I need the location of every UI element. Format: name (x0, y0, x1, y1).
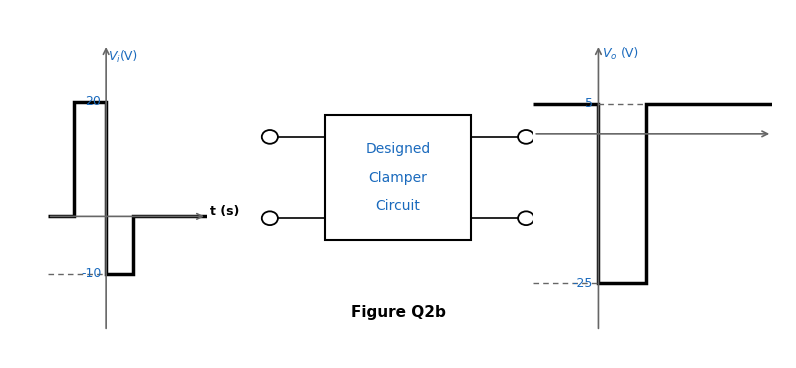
Text: 20: 20 (85, 95, 101, 108)
Bar (325, 115, 471, 240)
Text: Designed: Designed (365, 142, 431, 156)
Text: -10: -10 (81, 267, 101, 280)
Text: Circuit: Circuit (376, 199, 420, 213)
Text: Figure Q2b: Figure Q2b (350, 305, 446, 319)
Text: Clamper: Clamper (369, 170, 427, 185)
Text: 5: 5 (585, 98, 593, 110)
Text: $V_o$: $V_o$ (602, 47, 618, 62)
Text: t (s): t (s) (209, 205, 239, 218)
Text: $V_i$: $V_i$ (108, 50, 121, 65)
Text: (V): (V) (621, 47, 639, 60)
Text: -25: -25 (573, 277, 593, 290)
Text: (V): (V) (120, 50, 139, 63)
